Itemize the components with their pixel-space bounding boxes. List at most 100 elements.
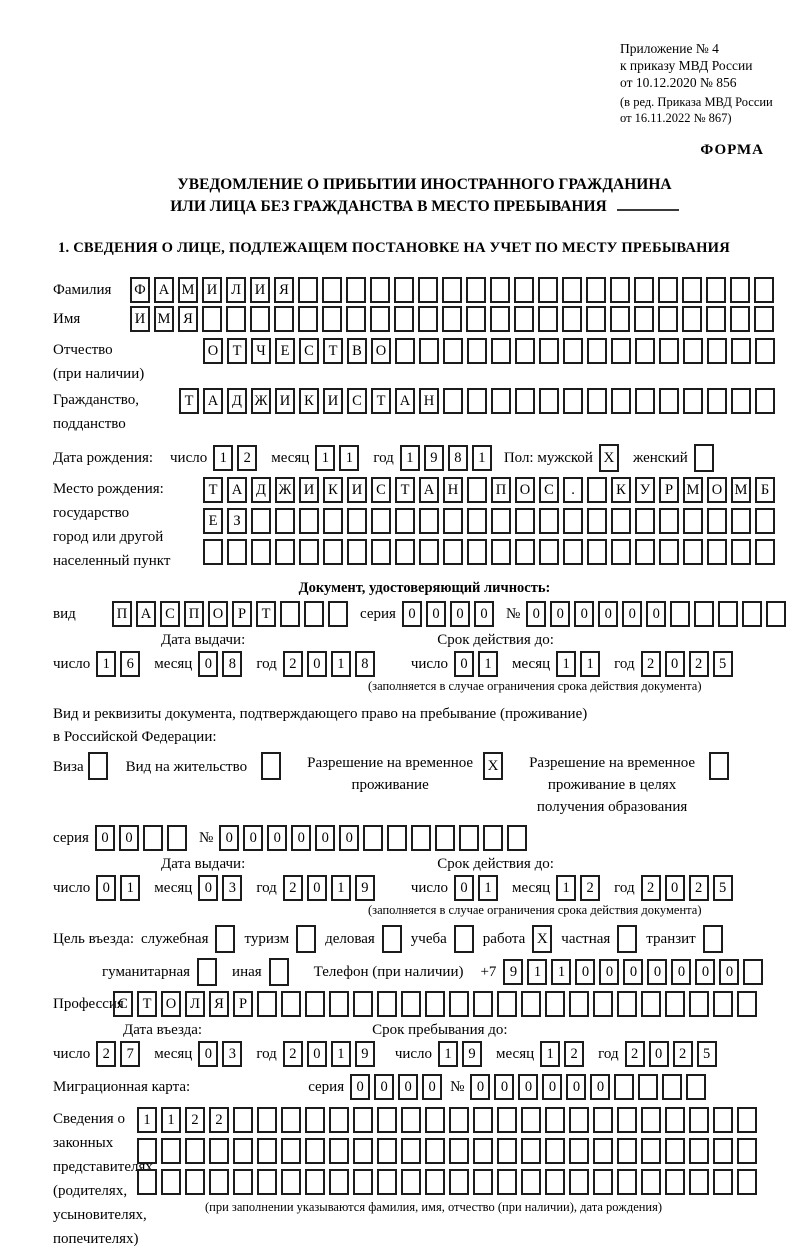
char-cell[interactable] (377, 1107, 397, 1133)
char-cell[interactable] (539, 508, 559, 534)
visa-checkbox[interactable] (87, 752, 108, 780)
char-cell[interactable] (497, 1107, 517, 1133)
char-cell[interactable] (419, 338, 439, 364)
char-cell[interactable]: Я (274, 277, 294, 303)
char-cell[interactable] (707, 508, 727, 534)
char-cell[interactable] (459, 825, 480, 851)
char-cell[interactable] (443, 388, 463, 414)
char-cell[interactable] (538, 306, 558, 332)
char-cell[interactable] (611, 539, 631, 565)
char-cell[interactable] (545, 991, 565, 1017)
char-cell[interactable]: 0 (494, 1074, 515, 1100)
char-cell[interactable] (305, 1107, 325, 1133)
char-cell[interactable] (233, 1138, 253, 1164)
char-cell[interactable]: 6 (120, 651, 141, 677)
char-cell[interactable] (497, 1169, 517, 1195)
residence-permit-checkbox[interactable] (261, 752, 282, 780)
char-cell[interactable] (593, 991, 613, 1017)
char-cell[interactable] (401, 1169, 421, 1195)
char-cell[interactable]: 0 (599, 959, 620, 985)
char-cell[interactable]: Я (209, 991, 229, 1017)
char-cell[interactable] (425, 1138, 445, 1164)
char-cell[interactable]: 0 (646, 601, 667, 627)
char-cell[interactable]: И (299, 477, 319, 503)
char-cell[interactable] (304, 601, 324, 627)
char-cell[interactable] (730, 306, 750, 332)
char-cell[interactable] (545, 1138, 565, 1164)
char-cell[interactable]: Д (251, 477, 271, 503)
char-cell[interactable]: 2 (209, 1107, 229, 1133)
char-cell[interactable] (467, 539, 487, 565)
char-cell[interactable] (521, 1138, 541, 1164)
char-cell[interactable]: О (161, 991, 181, 1017)
char-cell[interactable] (634, 277, 654, 303)
char-cell[interactable] (515, 508, 535, 534)
char-cell[interactable]: Р (233, 991, 253, 1017)
char-cell[interactable]: П (184, 601, 204, 627)
char-cell[interactable] (539, 388, 559, 414)
char-cell[interactable]: 0 (590, 1074, 611, 1100)
char-cell[interactable] (449, 1107, 469, 1133)
char-cell[interactable]: 0 (526, 601, 547, 627)
char-cell[interactable]: 0 (664, 875, 685, 901)
char-cell[interactable]: К (299, 388, 319, 414)
char-cell[interactable] (521, 1169, 541, 1195)
char-cell[interactable]: К (323, 477, 343, 503)
char-cell[interactable]: 0 (350, 1074, 371, 1100)
char-cell[interactable] (755, 508, 775, 534)
char-cell[interactable] (545, 1169, 565, 1195)
char-cell[interactable] (353, 1169, 373, 1195)
char-cell[interactable]: 2 (96, 1041, 117, 1067)
char-cell[interactable] (371, 539, 391, 565)
char-cell[interactable] (329, 1169, 349, 1195)
char-cell[interactable]: 2 (185, 1107, 205, 1133)
char-cell[interactable]: О (208, 601, 228, 627)
char-cell[interactable] (137, 1169, 157, 1195)
char-cell[interactable]: Я (178, 306, 198, 332)
char-cell[interactable] (322, 306, 342, 332)
char-cell[interactable]: А (227, 477, 247, 503)
char-cell[interactable] (731, 338, 751, 364)
char-cell[interactable] (281, 1169, 301, 1195)
char-cell[interactable]: Л (185, 991, 205, 1017)
char-cell[interactable]: 9 (462, 1041, 483, 1067)
char-cell[interactable] (665, 1107, 685, 1133)
char-cell[interactable]: 0 (575, 959, 596, 985)
char-cell[interactable] (425, 1169, 445, 1195)
char-cell[interactable]: Р (232, 601, 252, 627)
char-cell[interactable] (298, 277, 318, 303)
char-cell[interactable]: 0 (598, 601, 619, 627)
char-cell[interactable] (731, 388, 751, 414)
char-cell[interactable]: 0 (96, 875, 117, 901)
char-cell[interactable] (587, 388, 607, 414)
char-cell[interactable] (539, 539, 559, 565)
char-cell[interactable] (562, 306, 582, 332)
char-cell[interactable]: И (130, 306, 150, 332)
char-cell[interactable]: 1 (556, 651, 577, 677)
purpose-tourism-checkbox[interactable] (296, 925, 317, 953)
char-cell[interactable]: А (136, 601, 156, 627)
char-cell[interactable] (707, 338, 727, 364)
char-cell[interactable] (161, 1138, 181, 1164)
char-cell[interactable] (563, 508, 583, 534)
char-cell[interactable]: 0 (542, 1074, 563, 1100)
char-cell[interactable] (658, 306, 678, 332)
char-cell[interactable]: 0 (306, 1041, 327, 1067)
char-cell[interactable] (587, 508, 607, 534)
char-cell[interactable] (347, 539, 367, 565)
purpose-transit-checkbox[interactable] (702, 925, 723, 953)
char-cell[interactable]: С (113, 991, 133, 1017)
char-cell[interactable] (662, 1074, 683, 1100)
sex-male-checkbox[interactable]: X (598, 444, 619, 472)
char-cell[interactable] (713, 1138, 733, 1164)
char-cell[interactable] (329, 1138, 349, 1164)
char-cell[interactable] (682, 277, 702, 303)
char-cell[interactable] (491, 388, 511, 414)
char-cell[interactable]: В (347, 338, 367, 364)
char-cell[interactable]: 2 (624, 1041, 645, 1067)
char-cell[interactable] (442, 306, 462, 332)
char-cell[interactable] (563, 388, 583, 414)
char-cell[interactable] (587, 338, 607, 364)
char-cell[interactable] (689, 1138, 709, 1164)
char-cell[interactable]: 5 (712, 651, 733, 677)
